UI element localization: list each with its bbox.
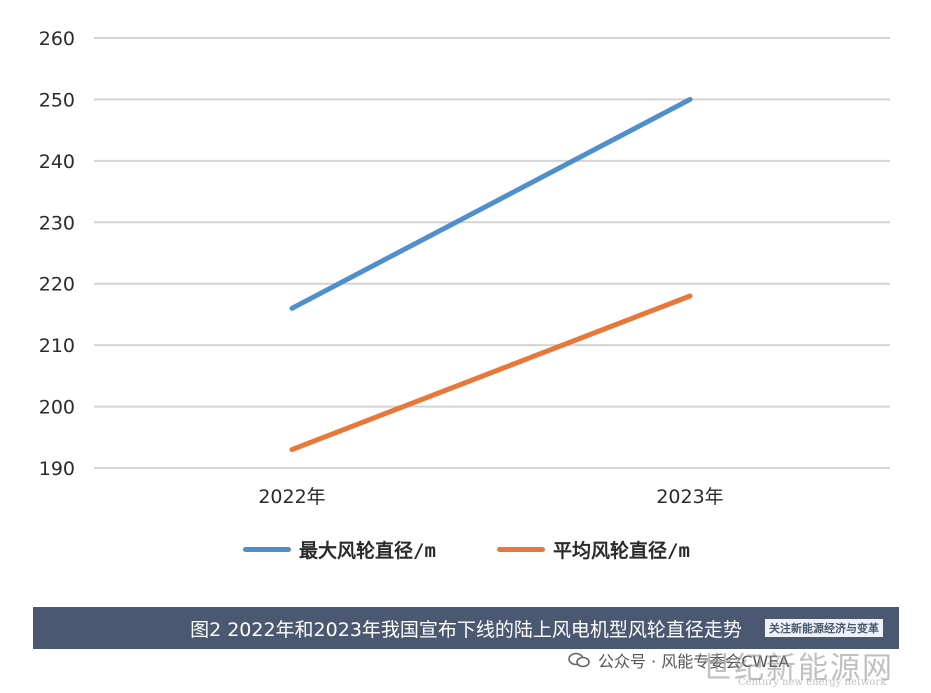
grid-lines [94, 37, 890, 469]
series-line-1 [289, 293, 693, 453]
legend-label-max: 最大风轮直径/m [299, 540, 436, 562]
caption-text: 图2 2022年和2023年我国宣布下线的陆上风电机型风轮直径走势 [190, 618, 742, 641]
y-axis-ticks: 190 200 210 220 230 240 250 260 [39, 28, 75, 480]
legend-swatch-max [243, 547, 291, 552]
x-tick-label: 2023年 [656, 486, 723, 508]
series-line-0 [289, 96, 693, 311]
y-tick-label: 220 [39, 274, 75, 296]
x-axis-ticks: 2022年 2023年 [258, 486, 723, 508]
wechat-account[interactable]: 公众号 · 风能专委会CWEA [568, 648, 789, 672]
y-tick-label: 200 [39, 397, 75, 419]
watermark-main: 世纪新能源网 [702, 651, 894, 686]
legend-item-max: 最大风轮直径/m [243, 536, 436, 563]
site-watermark: 世纪新能源网 Century new energy network [700, 643, 930, 689]
legend-swatch-avg [497, 547, 545, 552]
y-tick-label: 190 [39, 458, 75, 480]
legend-label-avg: 平均风轮直径/m [553, 540, 690, 562]
x-tick-label: 2022年 [258, 486, 325, 508]
line-chart: 190 200 210 220 230 240 250 260 2022年 2023年 [39, 28, 890, 508]
y-tick-label: 210 [39, 335, 75, 357]
y-tick-label: 230 [39, 212, 75, 234]
y-tick-label: 260 [39, 28, 75, 50]
legend-item-avg: 平均风轮直径/m [497, 536, 690, 563]
y-tick-label: 250 [39, 89, 75, 111]
y-tick-label: 240 [39, 151, 75, 173]
figure-caption: 图2 2022年和2023年我国宣布下线的陆上风电机型风轮直径走势 关注新能源经… [33, 607, 899, 649]
wechat-icon [568, 652, 590, 668]
caption-watermark: 关注新能源经济与变革 [765, 619, 883, 637]
watermark-sub: Century new energy network [738, 677, 887, 688]
series-lines [289, 96, 693, 453]
account-name: 公众号 · 风能专委会CWEA [598, 652, 790, 671]
